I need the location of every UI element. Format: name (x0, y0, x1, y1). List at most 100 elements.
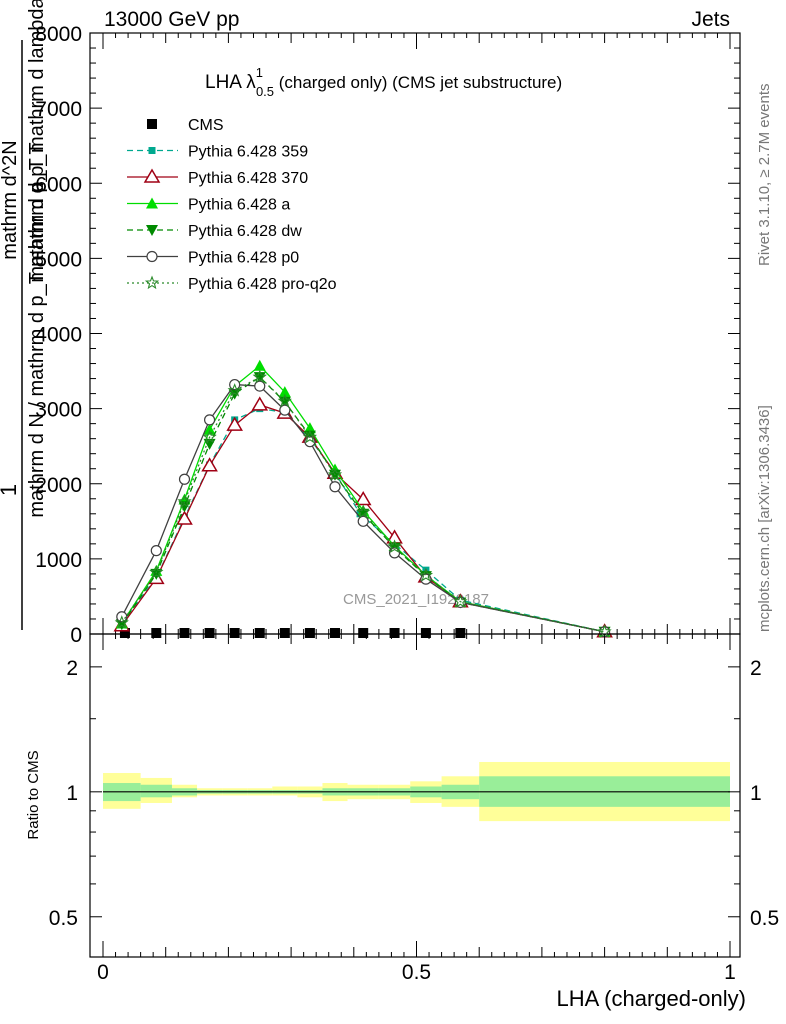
data-point (453, 594, 468, 608)
x-tick-label: 0 (97, 961, 109, 984)
series-6 (114, 369, 612, 638)
data-point (226, 416, 243, 431)
main-plot-panel: 0 1000 2000 3000 4000 5000 6000 7000 8000 1 mathrm… (0, 0, 741, 647)
data-point (418, 567, 434, 582)
legend-marker (144, 275, 160, 290)
data-point (119, 628, 130, 638)
data-point (357, 515, 369, 527)
series-line (121, 383, 605, 633)
plot-title-sup: 1 (256, 65, 263, 80)
data-point (178, 473, 191, 485)
series-line (121, 376, 605, 633)
legend-marker (146, 197, 158, 209)
legend: CMS Pythia 6.428 359 Pythia 6.428 370 Pythi… (127, 117, 337, 293)
legend-entry: Pythia 6.428 pro-q2o (127, 275, 337, 293)
data-point (176, 510, 193, 525)
data-point (303, 422, 316, 434)
y-tick-label: 3000 (35, 399, 82, 422)
legend-label: Pythia 6.428 p0 (188, 250, 299, 267)
data-point (254, 628, 265, 638)
data-point (202, 429, 217, 444)
data-point (277, 393, 292, 408)
ratio-y-tick-label-right: 1 (750, 782, 762, 805)
y-axis-label-denominator: mathrm d N / mathrm d p_T mathrm d p_T (26, 142, 48, 517)
data-point (203, 438, 216, 450)
y-tick-label: 6000 (35, 173, 82, 196)
data-point (389, 628, 400, 638)
legend-marker (146, 225, 158, 236)
ratio-y-axis-label: Ratio to CMS (25, 750, 42, 839)
legend-entry: CMS (147, 117, 224, 134)
series-0 (119, 628, 466, 638)
data-point (329, 481, 341, 493)
data-point (179, 628, 190, 638)
data-point (278, 386, 291, 398)
y-tick-label: 8000 (35, 23, 82, 46)
legend-entry: Pythia 6.428 a (127, 197, 290, 214)
legend-label: Pythia 6.428 a (188, 197, 290, 214)
y-tick-label: 5000 (35, 248, 82, 271)
ratio-y-tick-label: 0.5 (49, 907, 78, 930)
legend-marker (146, 250, 158, 263)
y-axis-label-numerator-one: 1 (0, 484, 21, 496)
data-point (201, 457, 218, 472)
x-tick-label: 0.5 (402, 961, 431, 984)
data-point (254, 380, 266, 392)
data-point (388, 547, 401, 559)
legend-entry: Pythia 6.428 370 (127, 168, 308, 187)
plot-title: LHA λ1 0.5 (charged only) (CMS jet substr… (205, 65, 562, 99)
process-label: 13000 GeV pp (104, 8, 240, 31)
data-point (252, 369, 267, 384)
y-axis-label-d2n: mathrm d^2N (0, 140, 21, 259)
data-point (204, 628, 215, 638)
data-point (203, 423, 216, 435)
data-point (149, 564, 164, 579)
x-axis-label: LHA (charged-only) (556, 986, 746, 1011)
ratio-inner-band (140, 784, 172, 798)
data-point (302, 429, 318, 444)
data-point (329, 628, 340, 638)
plot-title-rest: (charged only) (CMS jet substructure) (274, 73, 562, 92)
ratio-y-tick-label: 1 (66, 782, 78, 805)
data-point (387, 539, 402, 553)
data-point (304, 628, 315, 638)
data-point (151, 628, 162, 638)
data-point (253, 359, 266, 371)
legend-entry: Pythia 6.428 p0 (127, 250, 299, 267)
ratio-plot-panel: 0 0.5 1 0.5 0.5 1 1 2 2 Ratio to CMS LHA (charged-… (25, 633, 779, 1011)
data-point (251, 396, 269, 411)
data-point (327, 467, 343, 481)
ratio-y-tick-label-right: 2 (750, 657, 762, 680)
data-point (279, 628, 290, 638)
y-tick-label: 2000 (35, 474, 82, 497)
y-tick-label: 4000 (35, 324, 82, 347)
y-axis-label: 1 mathrm d N / mathrm d p_T mathrm d p_Tm… (0, 0, 48, 630)
legend-label: CMS (188, 117, 224, 134)
data-point (356, 504, 371, 519)
legend-label: Pythia 6.428 370 (188, 170, 308, 187)
legend-marker (147, 119, 157, 129)
data-point (203, 414, 216, 426)
legend-label: Pythia 6.428 pro-q2o (188, 276, 337, 293)
ratio-frame (89, 633, 741, 958)
category-label: Jets (691, 8, 730, 31)
data-point (114, 615, 129, 629)
plot-title-sub: 0.5 (256, 84, 274, 99)
data-point (354, 491, 372, 506)
data-point (177, 494, 192, 508)
data-point (279, 404, 291, 416)
legend-entry: Pythia 6.428 dw (127, 223, 302, 240)
data-point (150, 545, 162, 557)
y-axis-label-dpt-dlambda: mathrm d p_T mathrm d lambda (26, 0, 48, 283)
y-tick-label: 0 (70, 624, 82, 647)
legend-entry: Pythia 6.428 359 (127, 144, 308, 161)
ratio-y-tick-label: 2 (66, 657, 78, 680)
legend-label: Pythia 6.428 dw (188, 223, 302, 240)
legend-marker (143, 168, 161, 183)
data-point (420, 628, 431, 638)
y-tick-label: 1000 (35, 549, 82, 572)
data-point (358, 628, 369, 638)
legend-marker (148, 147, 156, 154)
legend-label: Pythia 6.428 359 (188, 144, 308, 161)
